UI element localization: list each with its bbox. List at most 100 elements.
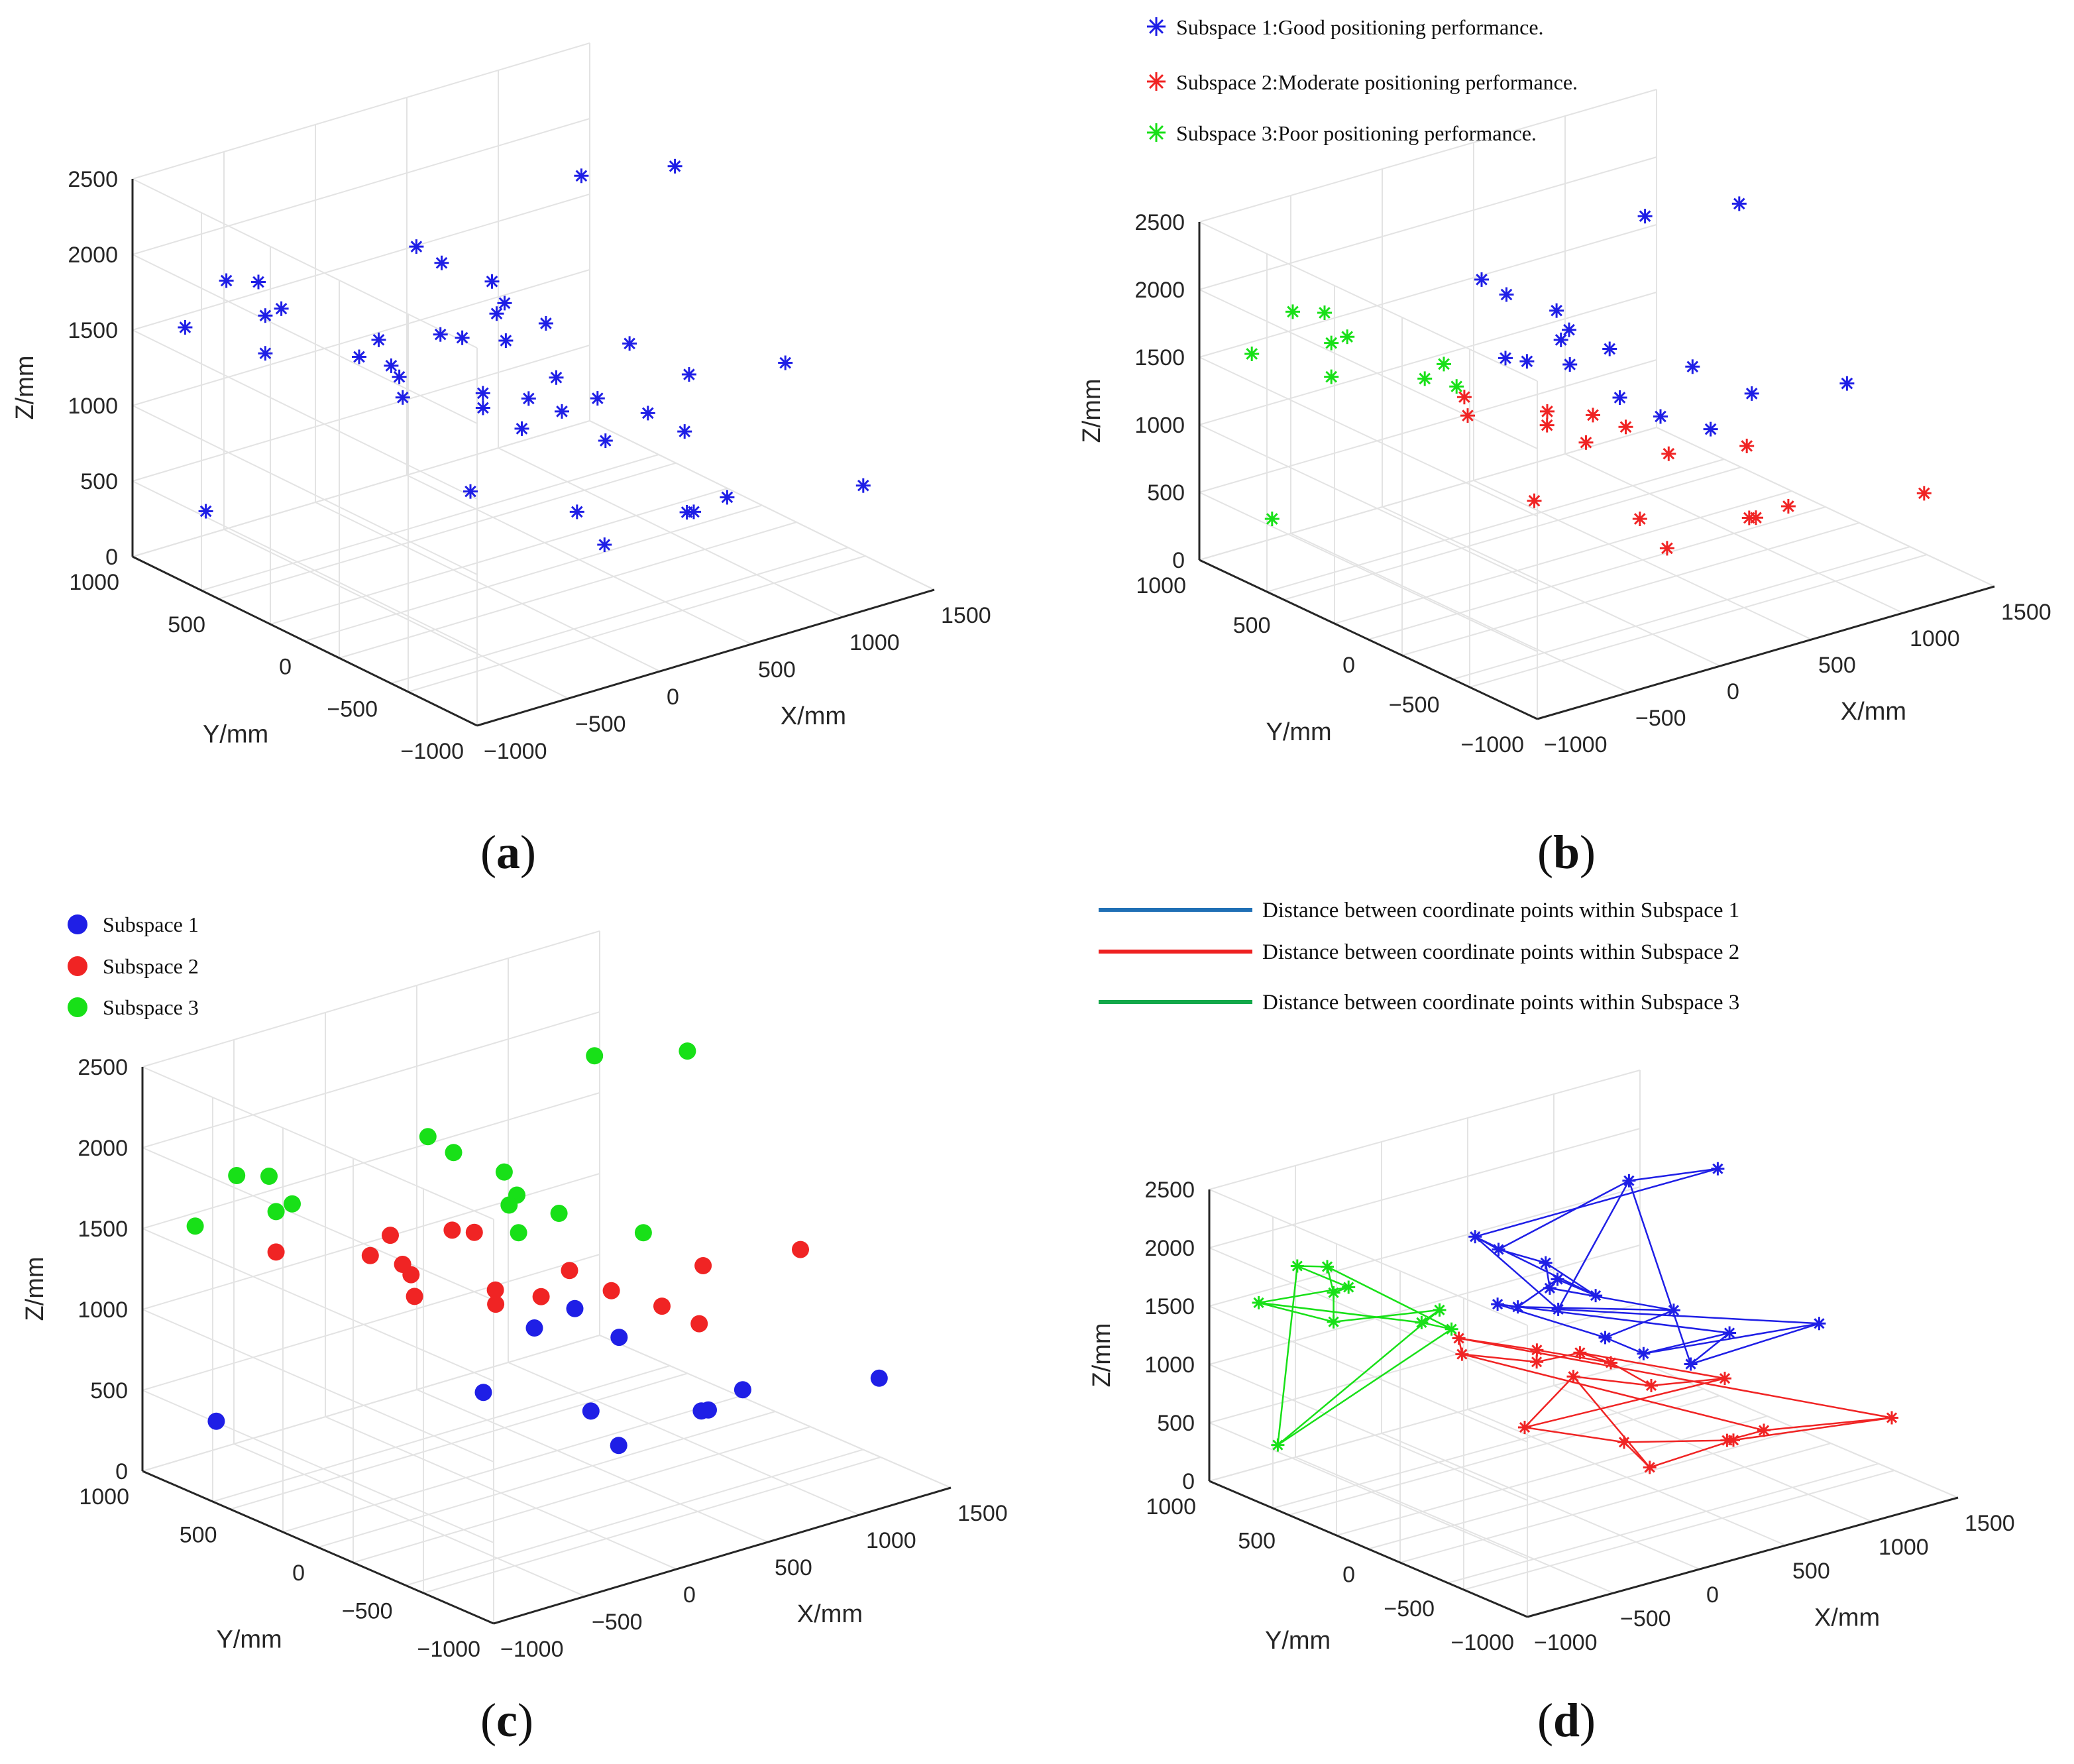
data-point-subspace2 [1530, 1343, 1544, 1357]
x-tick-label: 0 [1727, 679, 1739, 704]
data-point-subspace3 [510, 1224, 527, 1242]
data-point-subspace2 [694, 1256, 712, 1274]
z-tick-label: 0 [1182, 1469, 1195, 1494]
data-point-subspace3 [1449, 379, 1464, 394]
data-point-subspace2 [561, 1262, 578, 1280]
legend-label-line1: Distance between coordinate points withi… [1262, 899, 1739, 922]
data-point [475, 400, 490, 415]
y-tick-label: 0 [279, 655, 292, 680]
data-point-subspace1 [1653, 409, 1668, 424]
data-point-subspace1 [1812, 1317, 1826, 1331]
data-point-subspace1 [474, 1384, 492, 1402]
data-point-subspace3 [1321, 1260, 1334, 1274]
z-axis-label: Z/mm [1088, 1323, 1116, 1387]
z-tick-label: 0 [105, 545, 118, 570]
z-tick-label: 1500 [78, 1217, 128, 1242]
caption-c: (c) [480, 1694, 533, 1747]
data-point-subspace3 [1445, 1322, 1458, 1336]
data-point [555, 404, 569, 419]
data-point-subspace2 [653, 1297, 671, 1315]
data-point [384, 358, 399, 373]
z-axis-label: Z/mm [11, 355, 39, 419]
x-tick-label: 1000 [1879, 1535, 1929, 1560]
y-tick-label: −1000 [417, 1637, 481, 1662]
data-point-subspace3 [1252, 1295, 1266, 1309]
data-point-subspace3 [500, 1196, 518, 1214]
data-point-subspace1 [1666, 1303, 1680, 1317]
data-point [574, 168, 589, 184]
data-point [681, 367, 696, 382]
data-point [455, 330, 470, 345]
x-axis-label: X/mm [781, 702, 846, 730]
legend-marker-subspace1 [1147, 17, 1166, 36]
z-tick-label: 2500 [68, 167, 118, 192]
data-point [677, 424, 692, 439]
y-tick-label: 0 [292, 1561, 305, 1586]
caption-d: (d) [1537, 1694, 1596, 1747]
data-point-subspace2 [465, 1223, 483, 1241]
data-point [640, 406, 655, 421]
data-point [178, 320, 193, 335]
z-tick-label: 1000 [78, 1297, 128, 1323]
caption-b-letter: b [1553, 826, 1580, 879]
data-point-subspace3 [1327, 1315, 1340, 1329]
data-point-subspace2 [1780, 499, 1796, 514]
data-point-subspace2 [382, 1227, 399, 1244]
data-point-subspace3 [1285, 304, 1300, 319]
data-point [258, 308, 273, 323]
data-point-subspace2 [1661, 446, 1676, 461]
data-point [392, 369, 407, 384]
data-point-subspace3 [1342, 1280, 1356, 1294]
y-tick-label: 500 [168, 612, 205, 637]
data-point-subspace1 [1637, 209, 1653, 224]
data-point-subspace1 [1499, 287, 1514, 302]
data-point-subspace1 [1637, 1347, 1651, 1360]
data-point-subspace1 [734, 1381, 751, 1399]
legend-label-subspace1: Subspace 1 [103, 912, 199, 936]
legend-marker-subspace3 [1147, 123, 1166, 142]
data-point-subspace1 [566, 1299, 584, 1317]
data-point [371, 332, 386, 347]
y-tick-label: −500 [327, 696, 378, 722]
x-tick-label: 1500 [2001, 600, 2051, 625]
data-point [497, 296, 512, 311]
caption-c-letter: c [496, 1694, 518, 1747]
legend-label-subspace3: Subspace 3:Poor positioning performance. [1176, 121, 1537, 145]
y-tick-label: 500 [180, 1523, 217, 1548]
legend-label-subspace3: Subspace 3 [103, 995, 199, 1019]
data-point-subspace1 [1543, 1281, 1556, 1295]
data-point-subspace1 [1598, 1331, 1612, 1345]
y-axis-label: Y/mm [203, 720, 268, 748]
data-point-subspace3 [679, 1042, 696, 1060]
z-axis-label: Z/mm [21, 1256, 49, 1321]
y-tick-label: 500 [1238, 1528, 1276, 1553]
axis-lines [1208, 1189, 1959, 1618]
data-point-subspace2 [361, 1246, 379, 1264]
data-point [352, 349, 366, 364]
data-point [521, 391, 536, 406]
z-tick-label: 2000 [68, 243, 118, 268]
distance-lines-subspace3 [1258, 1265, 1452, 1446]
axis-lines [131, 179, 935, 727]
data-point-subspace2 [406, 1288, 423, 1305]
caption-a-letter: a [496, 826, 520, 879]
data-point-subspace2 [1539, 417, 1555, 433]
data-point [433, 327, 448, 342]
data-point-subspace2 [1617, 1435, 1631, 1449]
x-tick-label: 500 [775, 1555, 812, 1580]
z-tick-label: 1500 [1144, 1294, 1195, 1319]
x-tick-label: 1500 [957, 1501, 1008, 1526]
data-point-subspace3 [1417, 371, 1433, 386]
axis-lines [141, 1067, 952, 1625]
data-point-subspace2 [1643, 1461, 1657, 1474]
data-point-subspace2 [443, 1221, 461, 1239]
data-point-subspace2 [690, 1315, 708, 1333]
data-point-subspace1 [1839, 376, 1855, 391]
data-point-subspace2 [1632, 512, 1647, 526]
y-axis-label: Y/mm [1265, 1627, 1331, 1655]
z-tick-label: 2500 [78, 1055, 128, 1080]
data-point-subspace1 [1602, 341, 1617, 357]
data-point-subspace2 [1586, 408, 1600, 423]
data-point-subspace2 [1720, 1433, 1734, 1447]
